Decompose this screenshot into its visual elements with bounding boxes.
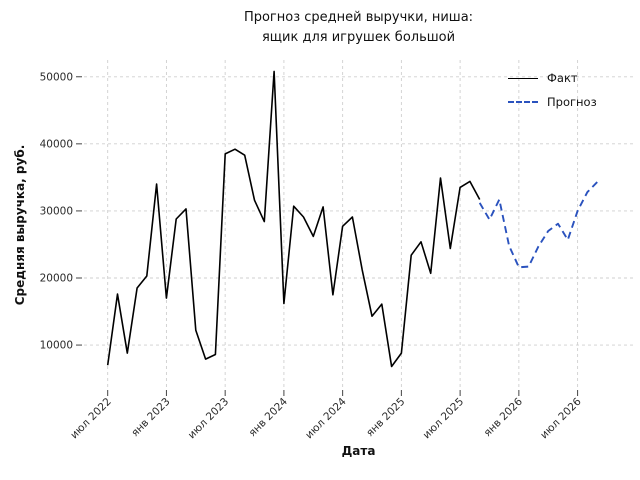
x-tick-label: янв 2023 <box>129 396 172 439</box>
y-tick-label: 10000 <box>40 340 73 352</box>
x-tick-label: июл 2023 <box>186 396 232 442</box>
x-tick-label: июл 2026 <box>538 395 584 441</box>
chart-legend: Факт Прогноз <box>508 66 597 114</box>
y-tick-label: 50000 <box>40 71 73 83</box>
fact-line-sample-icon <box>508 77 538 79</box>
x-tick-label: янв 2025 <box>364 396 407 439</box>
x-tick-label: июл 2024 <box>303 395 349 441</box>
chart-title: Прогноз средней выручки, ниша: ящик для … <box>84 8 633 48</box>
legend-entry-fact: Факт <box>508 66 597 90</box>
y-tick-label: 30000 <box>40 205 73 217</box>
legend-entry-forecast: Прогноз <box>508 90 597 114</box>
forecast-line-sample-icon <box>508 101 538 103</box>
legend-label-forecast: Прогноз <box>547 95 597 109</box>
x-axis-title: Дата <box>341 444 376 458</box>
chart-title-line1: Прогноз средней выручки, ниша: <box>243 10 474 25</box>
y-axis-title: Средняя выручка, руб. <box>13 144 27 306</box>
x-tick-label: июл 2022 <box>68 396 114 442</box>
x-tick-label: июл 2025 <box>421 396 467 442</box>
y-tick-label: 40000 <box>40 138 73 150</box>
x-tick-label: янв 2024 <box>247 395 291 439</box>
forecast-line <box>478 181 598 269</box>
chart-title-line2: ящик для игрушек большой <box>261 30 456 45</box>
fact-line <box>106 70 481 368</box>
x-tick-label: янв 2026 <box>482 395 526 439</box>
y-tick-label: 20000 <box>40 272 73 284</box>
legend-label-fact: Факт <box>547 71 578 85</box>
